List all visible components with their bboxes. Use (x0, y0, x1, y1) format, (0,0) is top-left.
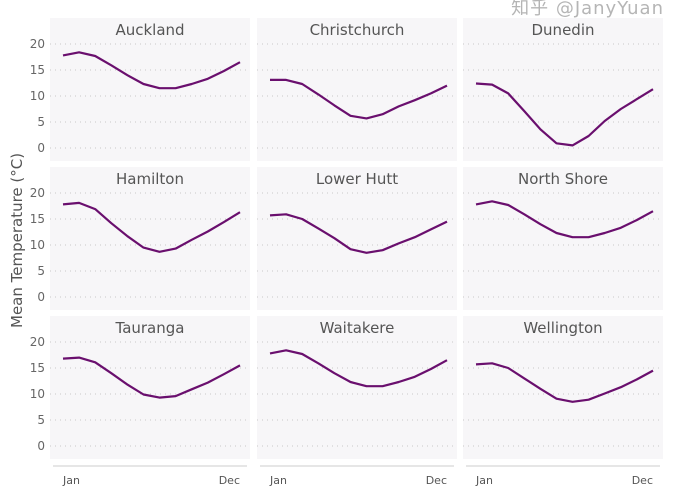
series-line (62, 201, 241, 253)
x-tick-label: Jan (269, 474, 287, 487)
panel-title: Tauranga (115, 319, 185, 337)
series-line (475, 200, 654, 239)
panel-north-shore: North Shore (463, 167, 663, 310)
y-tick-label: 20 (30, 37, 45, 51)
panel-background (257, 167, 457, 310)
series-line (269, 213, 448, 254)
panel-background (257, 316, 457, 459)
panel-christchurch: Christchurch (257, 18, 457, 161)
y-tick-label: 15 (30, 361, 45, 375)
panel-wellington: Wellington Jan Dec (463, 316, 663, 487)
panel-title: Christchurch (310, 21, 405, 39)
panel-background (463, 316, 663, 459)
panel-title: Hamilton (116, 170, 184, 188)
series-line (62, 356, 241, 399)
y-tick-label: 5 (37, 264, 45, 278)
panel-title: North Shore (518, 170, 608, 188)
panel-title: Dunedin (532, 21, 595, 39)
y-tick-label: 0 (37, 439, 45, 453)
panel-title: Lower Hutt (316, 170, 398, 188)
panel-background (50, 167, 250, 310)
y-axis-label: Mean Temperature (°C) (8, 152, 26, 328)
y-tick-label: 20 (30, 186, 45, 200)
panel-background (50, 316, 250, 459)
y-tick-label: 10 (30, 89, 45, 103)
panel-lower-hutt: Lower Hutt (257, 167, 457, 310)
x-tick-label: Jan (475, 474, 493, 487)
series-line (475, 362, 654, 403)
y-tick-label: 5 (37, 115, 45, 129)
x-tick-label: Jan (62, 474, 80, 487)
panel-background (50, 18, 250, 161)
panel-background (463, 167, 663, 310)
panel-background (463, 18, 663, 161)
y-tick-label: 15 (30, 212, 45, 226)
panel-title: Auckland (115, 21, 184, 39)
panel-background (257, 18, 457, 161)
series-line (62, 51, 241, 90)
panel-hamilton: 0 5 10 15 20 Hamilton (30, 167, 250, 310)
series-line (270, 78, 448, 120)
y-tick-label: 10 (30, 387, 45, 401)
x-tick-label: Dec (632, 474, 653, 487)
series-line (269, 349, 448, 388)
x-tick-label: Dec (426, 474, 447, 487)
y-tick-label: 0 (37, 290, 45, 304)
x-tick-label: Dec (219, 474, 240, 487)
panel-auckland: 0 5 10 15 20 Auckland (30, 18, 250, 161)
y-tick-label: 0 (37, 141, 45, 155)
panel-waitakere: Waitakere Jan Dec (257, 316, 457, 487)
panel-title: Wellington (523, 319, 602, 337)
panel-tauranga: 0 5 10 15 20 Tauranga Jan Dec (30, 316, 250, 487)
panel-dunedin: Dunedin (463, 18, 663, 161)
series-line (475, 82, 654, 147)
y-tick-label: 5 (37, 413, 45, 427)
y-tick-label: 20 (30, 335, 45, 349)
panel-title: Waitakere (320, 319, 395, 337)
y-tick-label: 15 (30, 63, 45, 77)
y-tick-label: 10 (30, 238, 45, 252)
watermark: 知乎 @JanyYuan (511, 0, 664, 19)
